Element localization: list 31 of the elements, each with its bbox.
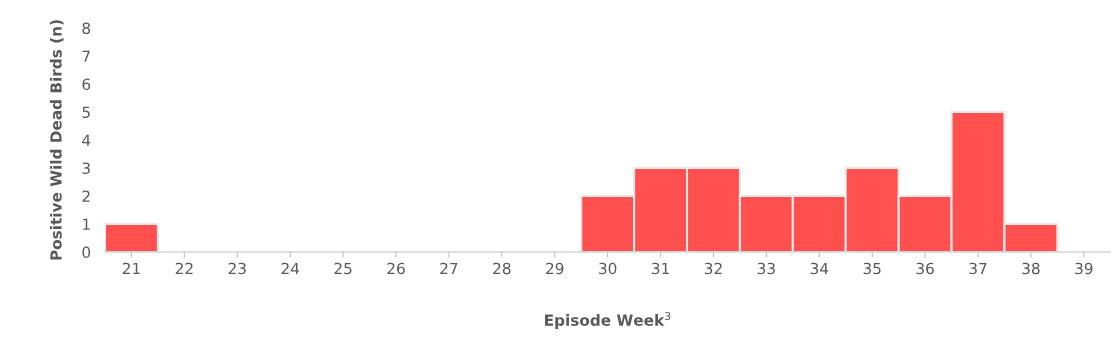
x-tick-label: 33 bbox=[757, 262, 775, 275]
x-tick-label: 23 bbox=[228, 262, 246, 275]
x-tick-label: 28 bbox=[493, 262, 511, 275]
x-tick-label: 21 bbox=[122, 262, 140, 275]
x-tick-label: 39 bbox=[1075, 262, 1093, 275]
x-tick-label: 22 bbox=[175, 262, 193, 275]
x-tick-label: 37 bbox=[969, 262, 987, 275]
x-tick-label: 36 bbox=[916, 262, 934, 275]
y-tick-label: 5 bbox=[82, 106, 90, 119]
y-tick-label: 4 bbox=[82, 134, 91, 146]
y-axis-title: Positive Wild Dead Birds (n) bbox=[49, 20, 64, 260]
y-tick-label: 8 bbox=[82, 22, 91, 35]
x-tick-label: 38 bbox=[1022, 262, 1040, 275]
x-tick-label: 34 bbox=[810, 262, 829, 275]
y-tick-label: 3 bbox=[82, 162, 90, 175]
x-tick-label: 26 bbox=[387, 262, 405, 275]
x-axis-title: Episode Week$^{3}$ bbox=[545, 311, 671, 329]
x-tick-label: 27 bbox=[440, 262, 458, 275]
x-tick-label: 31 bbox=[652, 262, 669, 275]
y-tick-label: 0 bbox=[82, 246, 91, 259]
bar bbox=[105, 222, 159, 252]
y-tick-label: 1 bbox=[83, 218, 90, 230]
x-tick-label: 24 bbox=[281, 262, 300, 275]
x-tick-label: 32 bbox=[704, 262, 722, 275]
y-tick-label: 7 bbox=[82, 50, 90, 62]
x-tick-label: 25 bbox=[334, 262, 352, 275]
y-tick-label: 6 bbox=[82, 78, 91, 91]
y-tick-label: 2 bbox=[82, 190, 90, 202]
x-tick-label: 29 bbox=[546, 262, 564, 275]
x-tick-label: 35 bbox=[863, 262, 881, 275]
x-tick-label: 30 bbox=[599, 262, 617, 275]
